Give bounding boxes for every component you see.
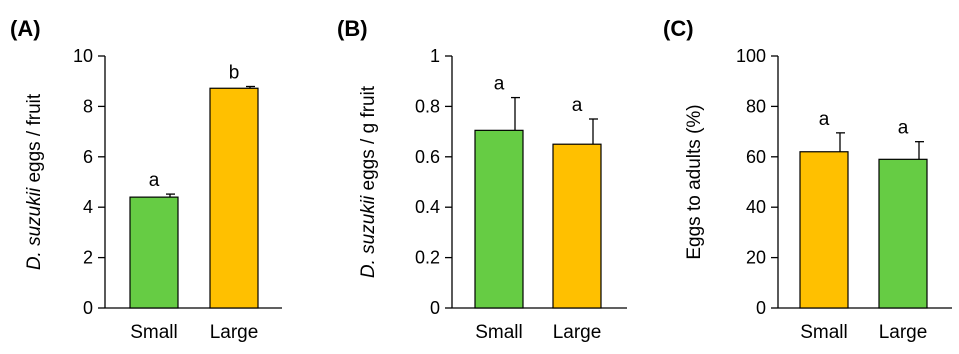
panel-label: (C): [663, 16, 694, 41]
y-tick-label: 6: [83, 147, 93, 167]
bar-large: [209, 87, 259, 309]
y-tick-label: 80: [746, 96, 766, 116]
y-tick-label: 100: [736, 46, 766, 66]
y-tick-label: 60: [746, 147, 766, 167]
y-axis-label-species: D. suzukii: [358, 195, 379, 278]
significance-letter: a: [572, 95, 583, 116]
y-axis-label-species: D. suzukii: [24, 187, 45, 270]
y-axis-label: D. suzukii eggs / fruit: [24, 93, 45, 270]
significance-letter: a: [898, 118, 909, 139]
y-tick-label: 4: [83, 197, 93, 217]
y-tick-label: 0: [756, 298, 766, 318]
significance-letter: b: [229, 62, 240, 83]
y-tick-label: 2: [83, 248, 93, 268]
y-axis-label-text: eggs / g fruit: [358, 85, 379, 196]
x-category-label: Large: [553, 322, 602, 343]
chart-panel-1: (A) 0 2 4 6 8 10 D. suzukii eggs / fruit a Small b…: [10, 16, 282, 343]
x-category-label: Small: [130, 322, 178, 343]
significance-letter: a: [149, 170, 160, 191]
y-axis-label: D. suzukii eggs / g fruit: [358, 85, 379, 278]
bar-small: [799, 151, 849, 309]
x-category-label: Small: [475, 322, 523, 343]
chart-panel-3: (C) 0 20 40 60 80 100 Eggs to adults (%) a Small a…: [663, 16, 952, 343]
y-tick-label: 10: [73, 46, 93, 66]
significance-letter: a: [494, 74, 505, 95]
y-axis-label: Eggs to adults (%): [684, 104, 705, 259]
bar-large: [878, 158, 928, 309]
y-tick-label: 0.4: [415, 197, 440, 217]
panel-label: (B): [337, 16, 368, 41]
y-axis-label-text: Eggs to adults (%): [684, 104, 705, 259]
x-category-label: Large: [210, 322, 259, 343]
y-tick-label: 0.8: [415, 96, 440, 116]
y-tick-label: 0: [83, 298, 93, 318]
bar-small: [474, 129, 524, 309]
y-tick-label: 8: [83, 96, 93, 116]
y-tick-label: 20: [746, 248, 766, 268]
y-tick-label: 0: [430, 298, 440, 318]
chart-panel-2: (B) 0 0.2 0.4 0.6 0.8 1 D. suzukii eggs / g fru…: [337, 16, 627, 343]
y-axis-label-text: eggs / fruit: [24, 93, 45, 188]
bar-large: [552, 143, 602, 309]
panel-label: (A): [10, 16, 41, 41]
significance-letter: a: [819, 109, 830, 130]
x-category-label: Large: [879, 322, 928, 343]
y-tick-label: 1: [430, 46, 440, 66]
y-tick-label: 0.6: [415, 147, 440, 167]
bar-small: [129, 196, 179, 309]
y-tick-label: 40: [746, 197, 766, 217]
y-tick-label: 0.2: [415, 248, 440, 268]
x-category-label: Small: [800, 322, 848, 343]
